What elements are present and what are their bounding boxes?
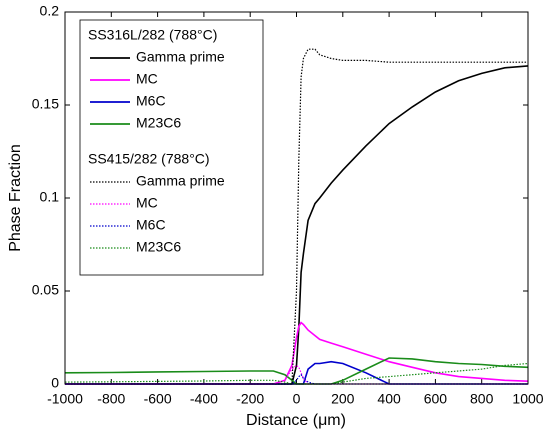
legend-label: M6C [136,93,166,109]
x-tick-label: -600 [144,391,172,407]
legend-label: MC [136,71,158,87]
legend-group-title: SS316L/282 (788°C) [88,27,217,43]
legend-box [79,19,264,276]
series-line [65,48,528,385]
y-tick-label: 0.15 [32,96,59,112]
legend-label: Gamma prime [136,173,225,189]
legend-group-title: SS415/282 (788°C) [88,151,210,167]
legend-label: M23C6 [136,239,181,255]
legend-label: M6C [136,217,166,233]
x-tick-label: 800 [470,391,494,407]
x-tick-label: -400 [190,391,218,407]
x-axis-title: Distance (μm) [246,412,346,429]
legend-label: MC [136,195,158,211]
x-tick-label: -800 [97,391,125,407]
y-tick-label: 0.2 [40,3,60,19]
x-tick-label: 400 [377,391,401,407]
x-tick-label: -200 [236,391,264,407]
y-tick-label: 0.1 [40,189,60,205]
plot-frame [64,11,529,385]
x-tick-label: 1000 [512,391,543,407]
legend-label: M23C6 [136,115,181,131]
y-tick-label: 0.05 [32,282,59,298]
x-tick-label: 600 [424,391,448,407]
y-tick-label: 0 [51,375,59,391]
x-tick-label: 200 [331,391,355,407]
x-tick-label: 0 [293,391,301,407]
y-axis-title: Phase Fraction [7,144,24,252]
x-tick-label: -1000 [47,391,83,407]
legend-label: Gamma prime [136,49,225,65]
